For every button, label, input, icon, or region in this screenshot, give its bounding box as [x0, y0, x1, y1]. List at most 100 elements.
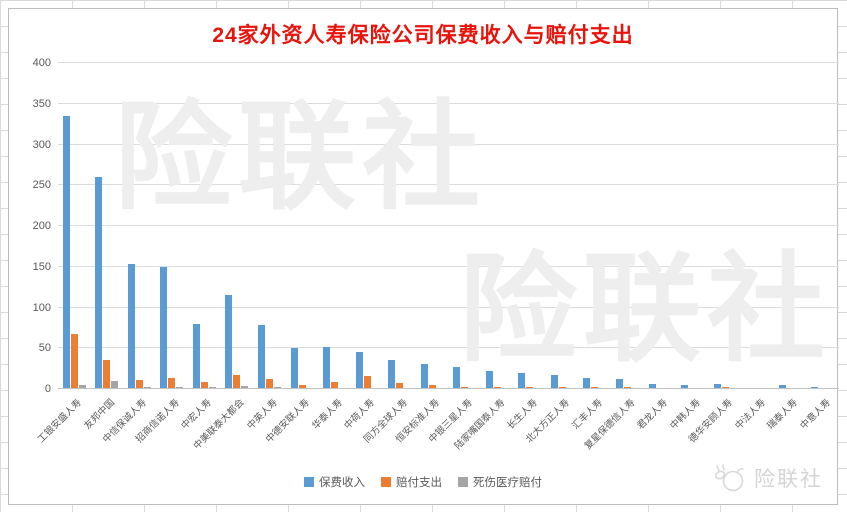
x-axis-label: 中意人寿 [797, 397, 833, 432]
gridline [58, 306, 839, 308]
bar-group [383, 63, 416, 389]
legend: 保费收入 赔付支出 死伤医疗赔付 [9, 474, 837, 490]
legend-label: 赔付支出 [396, 477, 442, 489]
x-axis-line [58, 388, 839, 389]
bar-group [611, 63, 644, 389]
bar-group [806, 63, 839, 389]
gridline [58, 62, 839, 63]
legend-item-premium-income: 保费收入 [304, 474, 365, 490]
bar-medical-claims [241, 385, 249, 389]
bar-premium-income [550, 375, 558, 389]
legend-swatch [304, 477, 314, 487]
x-axis-label: 君龙人寿 [635, 397, 670, 432]
bar-premium-income [62, 115, 70, 389]
bar-premium-income [485, 371, 493, 389]
legend-label: 保费收入 [319, 477, 365, 489]
bar-group [644, 63, 677, 389]
brand-logo-icon [714, 464, 744, 492]
bar-claims-paid [233, 375, 241, 389]
gridline [58, 184, 839, 186]
y-axis-tick-label: 100 [32, 301, 51, 314]
y-axis-tick-label: 50 [38, 342, 51, 355]
bar-premium-income [615, 379, 623, 389]
legend-swatch [458, 477, 468, 487]
bar-group [579, 63, 612, 389]
legend-swatch [381, 477, 391, 487]
gridline [58, 347, 839, 349]
bar-claims-paid [428, 384, 436, 389]
legend-item-claims-paid: 赔付支出 [381, 474, 442, 490]
y-axis-tick-label: 300 [32, 138, 51, 151]
bar-group [514, 63, 547, 389]
bar-premium-income [323, 346, 331, 389]
gridline [58, 102, 839, 104]
bar-premium-income [420, 363, 428, 389]
bar-claims-paid [558, 386, 566, 389]
bar-medical-claims [78, 384, 86, 389]
gridline [58, 265, 839, 267]
bar-group [709, 63, 742, 389]
brand-logo: 险联社 [712, 462, 823, 494]
gridline [58, 143, 839, 145]
y-axis-tick-label: 200 [32, 220, 51, 232]
bar-premium-income [95, 177, 103, 389]
bar-claims-paid [266, 379, 274, 389]
bar-premium-income [258, 324, 266, 389]
plot-area [58, 62, 839, 389]
bar-group [481, 63, 514, 389]
bar-premium-income [127, 263, 135, 389]
y-axis-tick-label: 250 [32, 179, 51, 192]
bar-group [318, 63, 351, 389]
x-axis-label: 中法人寿 [732, 397, 768, 432]
bar-group [58, 63, 91, 389]
bar-group [221, 63, 254, 389]
bar-premium-income [192, 323, 200, 389]
bar-medical-claims [111, 380, 119, 389]
bar-claims-paid [103, 360, 111, 389]
bar-premium-income [290, 348, 298, 389]
bar-premium-income [355, 351, 363, 389]
chart-title: 24家外资人寿保险公司保费收入与赔付支出 [212, 24, 634, 47]
bar-claims-paid [168, 377, 176, 389]
bar-group [741, 63, 774, 389]
chart-frame: 险联社 险联社 24家外资人寿保险公司保费收入与赔付支出 0 50 100 150 20… [8, 8, 839, 505]
gridline [58, 225, 839, 226]
bar-premium-income [160, 266, 168, 389]
bar-premium-income [648, 384, 656, 389]
y-axis-tick-label: 400 [32, 57, 51, 69]
y-axis-tick-label: 150 [32, 260, 51, 273]
bar-premium-income [583, 377, 591, 389]
bar-premium-income [518, 372, 526, 389]
legend-label: 死伤医疗赔付 [473, 477, 542, 489]
bar-claims-paid [70, 334, 78, 389]
bar-premium-income [225, 295, 233, 389]
bar-premium-income [713, 384, 721, 389]
bar-premium-income [778, 384, 786, 389]
bar-group [123, 63, 156, 389]
bar-group [188, 63, 221, 389]
bar-group [774, 63, 807, 389]
bar-claims-paid [135, 380, 143, 389]
bar-group [351, 63, 384, 389]
bar-group [156, 63, 189, 389]
x-axis-label: 工银安盛人寿 [36, 397, 85, 446]
bar-claims-paid [363, 375, 371, 389]
bar-medical-claims [143, 386, 151, 389]
y-axis-tick-label: 350 [32, 97, 51, 110]
bar-claims-paid [396, 383, 404, 389]
bar-premium-income [388, 359, 396, 389]
bar-group [546, 63, 579, 389]
x-axis-label: 瑞泰人寿 [765, 397, 801, 432]
bar-group [676, 63, 709, 389]
bar-group [286, 63, 319, 389]
bar-group [91, 63, 124, 389]
bar-claims-paid [298, 384, 306, 389]
bar-claims-paid [200, 382, 208, 389]
y-axis-tick-label: 0 [44, 383, 51, 395]
bar-group [416, 63, 449, 389]
legend-item-medical-claims: 死伤医疗赔付 [458, 474, 542, 490]
bar-group [253, 63, 286, 389]
x-axis-label: 华泰人寿 [309, 397, 345, 432]
bar-premium-income [681, 384, 689, 389]
brand-logo-text: 险联社 [754, 468, 823, 491]
